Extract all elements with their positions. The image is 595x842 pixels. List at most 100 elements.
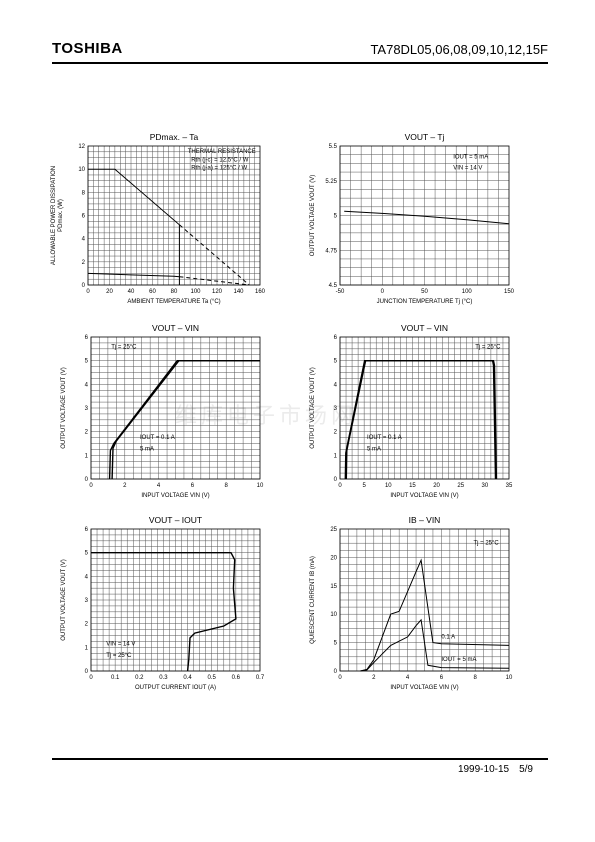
y-tick-label: 5 <box>334 641 338 647</box>
y-tick-label: 2 <box>82 260 86 266</box>
x-axis-label: INPUT VOLTAGE VIN (V) <box>390 493 458 499</box>
y-tick-label: 6 <box>85 335 89 341</box>
chart-annotation: IOUT = 0.1 A <box>140 435 175 441</box>
series-line-2 <box>360 618 510 672</box>
x-tick-label: 80 <box>171 289 178 295</box>
y-tick-label: 4.75 <box>325 248 337 254</box>
y-tick-label: 5 <box>85 359 89 365</box>
x-tick-label: 8 <box>225 483 229 489</box>
y-tick-label: 15 <box>330 584 337 590</box>
x-tick-label: 0.7 <box>256 675 265 681</box>
x-tick-label: 10 <box>257 483 264 489</box>
x-axis-label: INPUT VOLTAGE VIN (V) <box>141 493 209 499</box>
x-tick-label: 50 <box>421 289 428 295</box>
y-tick-label: 2 <box>334 430 338 436</box>
y-tick-label: 0 <box>82 283 86 289</box>
y-tick-label: 2 <box>85 430 89 436</box>
chart-annotation: Tj = 25°C <box>111 344 137 350</box>
chart-annotation: IOUT = 0.1 A <box>367 435 402 441</box>
y-tick-label: 3 <box>334 406 338 412</box>
x-tick-label: 0 <box>86 289 90 295</box>
chart-annotation: Tj = 25°C <box>106 653 132 659</box>
chart-annotation: 0.1 A <box>441 634 455 640</box>
chart-annotation: Tj = 25°C <box>475 344 501 350</box>
plot-frame <box>90 528 261 672</box>
y-tick-label: 4 <box>82 237 86 243</box>
y-axis-label: OUTPUT VOLTAGE VOUT (V) <box>310 367 316 449</box>
x-tick-label: 4 <box>157 483 161 489</box>
chart-title: VOUT – IOUT <box>149 515 202 525</box>
chart-annotation: Tj = 25°C <box>474 541 500 547</box>
x-tick-label: 40 <box>128 289 135 295</box>
x-tick-label: 35 <box>506 483 513 489</box>
part-number: TA78DL05,06,08,09,10,12,15F <box>370 42 548 57</box>
chart-annotation: Rth (j-c) = 12.5°C / W <box>191 157 249 163</box>
series-line-1 <box>91 552 237 672</box>
y-tick-label: 8 <box>82 190 86 196</box>
x-tick-label: 100 <box>190 289 201 295</box>
y-tick-label: 6 <box>85 527 89 533</box>
chart-annotation: VIN = 14 V <box>453 166 482 172</box>
x-tick-label: 20 <box>106 289 113 295</box>
y-tick-label: 4 <box>85 574 89 580</box>
x-tick-label: 0 <box>89 675 93 681</box>
x-tick-label: 0.4 <box>183 675 192 681</box>
y-tick-label: 0 <box>85 669 89 675</box>
watermark-text: 维库电子市场网 <box>175 403 358 428</box>
chart-annotation: VIN = 14 V <box>106 641 135 647</box>
y-tick-label: 5.5 <box>329 144 338 150</box>
y-axis-label: QUIESCENT CURRENT IB (mA) <box>310 556 316 644</box>
x-tick-label: 25 <box>457 483 464 489</box>
y-tick-label: 12 <box>78 144 85 150</box>
x-tick-label: 0 <box>381 289 385 295</box>
y-tick-label: 5 <box>334 359 338 365</box>
y-tick-label: 5 <box>334 214 338 220</box>
chart-title: VOUT – VIN <box>401 323 448 333</box>
y-tick-label: 5.25 <box>325 179 337 185</box>
y-tick-label: 10 <box>78 167 85 173</box>
x-tick-label: 0.5 <box>208 675 217 681</box>
x-tick-label: 0.1 <box>111 675 120 681</box>
x-tick-label: 10 <box>385 483 392 489</box>
x-axis-label: INPUT VOLTAGE VIN (V) <box>390 685 458 691</box>
x-tick-label: 2 <box>372 675 376 681</box>
y-tick-label: 0 <box>85 477 89 483</box>
chart-annotation: Rth (j-a) = 125°C / W <box>191 166 247 172</box>
x-axis-label: JUNCTION TEMPERATURE Tj (°C) <box>377 299 473 305</box>
plot-frame <box>90 336 261 480</box>
y-tick-label: 4 <box>334 382 338 388</box>
chart-annotation: IOUT = 5 mA <box>441 657 476 663</box>
y-tick-label: 10 <box>330 612 337 618</box>
y-axis-label: PDmax. (W) <box>58 199 64 232</box>
y-axis-label: OUTPUT VOLTAGE VOUT (V) <box>61 559 67 641</box>
y-tick-label: 20 <box>330 555 337 561</box>
y-tick-label: 5 <box>85 551 89 557</box>
y-tick-label: 4 <box>85 382 89 388</box>
x-tick-label: 10 <box>506 675 513 681</box>
footer-page: 5/9 <box>519 764 533 775</box>
chart-annotation: THERMAL RESISTANCE <box>188 149 256 155</box>
x-tick-label: 15 <box>409 483 416 489</box>
y-tick-label: 2 <box>85 622 89 628</box>
y-tick-label: 1 <box>85 645 89 651</box>
x-tick-label: 0.6 <box>232 675 241 681</box>
x-tick-label: 0 <box>89 483 93 489</box>
footer-date: 1999-10-15 <box>457 764 510 775</box>
x-tick-label: 0 <box>338 483 342 489</box>
x-tick-label: 140 <box>233 289 244 295</box>
series-line-2 <box>179 224 250 286</box>
series-line-1 <box>344 210 510 225</box>
series-line-2 <box>344 360 497 480</box>
y-axis-label: OUTPUT VOLTAGE VOUT (V) <box>61 367 67 449</box>
x-tick-label: 5 <box>362 483 366 489</box>
chart-title: PDmax. – Ta <box>150 132 199 142</box>
plot-frame <box>87 145 261 286</box>
chart-annotation: IOUT = 5 mA <box>453 155 488 161</box>
x-tick-label: 0 <box>338 675 342 681</box>
y-axis-label: OUTPUT VOLTAGE VOUT (V) <box>310 175 316 257</box>
